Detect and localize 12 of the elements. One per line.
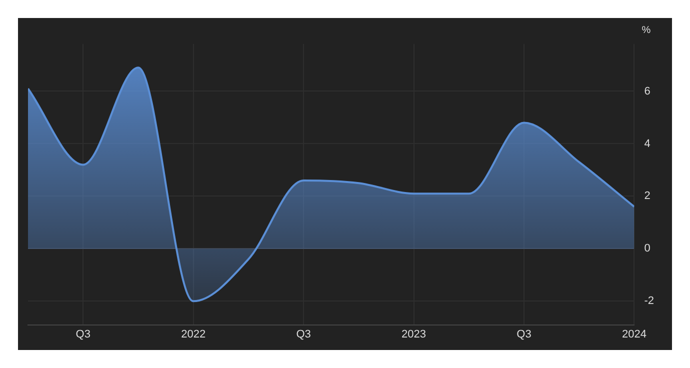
x-tick-label: 2024 xyxy=(622,328,646,340)
x-tick-label: 2023 xyxy=(402,328,426,340)
y-tick-label: 4 xyxy=(644,138,650,150)
x-tick-label: Q3 xyxy=(296,328,311,340)
y-tick-label: -2 xyxy=(644,295,654,308)
y-tick-label: 0 xyxy=(644,242,650,255)
x-tick-label: Q3 xyxy=(516,328,532,340)
x-tick-label: 2022 xyxy=(181,328,206,340)
y-axis-title: % xyxy=(642,24,651,36)
x-tick-label: Q3 xyxy=(76,328,90,340)
y-tick-label: 2 xyxy=(644,190,650,202)
y-tick-label: 6 xyxy=(644,85,650,98)
